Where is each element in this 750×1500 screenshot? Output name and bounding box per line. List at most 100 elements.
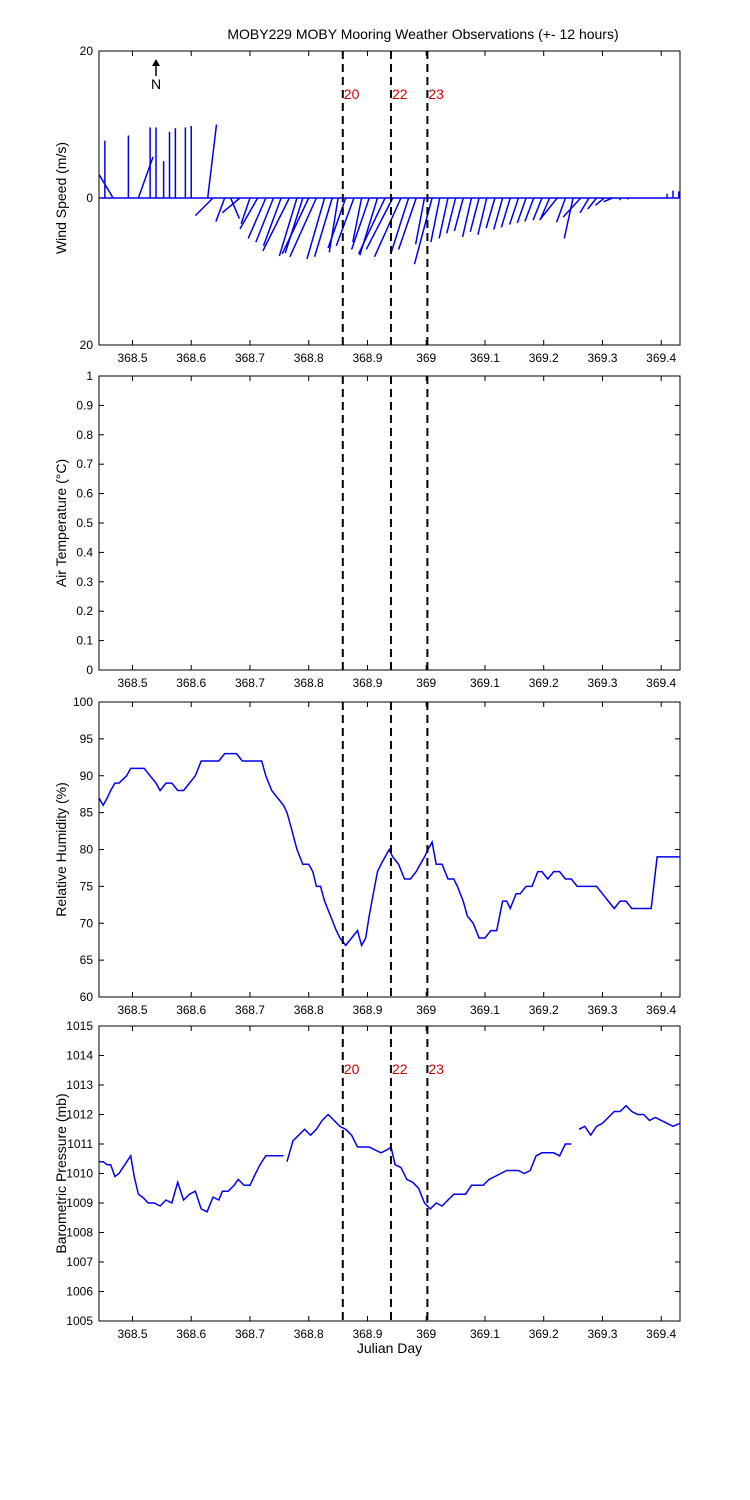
wind-stick	[306, 197, 326, 260]
event-marker-label: 23	[428, 86, 444, 102]
y-tick-label: 60	[80, 990, 94, 1004]
wind-stick	[206, 124, 218, 199]
x-tick-label: 368.7	[235, 1327, 265, 1341]
y-tick-label: 1010	[66, 1167, 93, 1181]
x-tick-label: 368.6	[176, 1003, 206, 1017]
x-axis-label-group: Julian Day	[357, 1340, 422, 1356]
x-tick-label: 368.9	[352, 351, 382, 365]
wind-stick	[397, 197, 417, 250]
wind-stick	[430, 197, 441, 243]
panels: 368.5 368.6 368.7 368.8 368.9 369 369.1 369.2 36…	[53, 44, 681, 1341]
y-tick-label: 1007	[66, 1255, 93, 1269]
y-tick-label: 0.7	[76, 457, 93, 471]
wind-stick	[485, 197, 496, 229]
wind-stick	[524, 197, 535, 222]
wind-stick	[516, 197, 527, 224]
x-tick-label: 368.5	[117, 676, 147, 690]
x-tick-label: 369.3	[587, 1327, 617, 1341]
panel-4: 368.5 368.6 368.7 368.8 368.9 369 369.1 369.2 36…	[53, 1019, 681, 1341]
series-line	[99, 1153, 284, 1213]
x-tick-label: 368.6	[176, 1327, 206, 1341]
axes-frame	[98, 375, 681, 671]
event-marker-label: 22	[392, 86, 408, 102]
wind-stick	[255, 197, 275, 243]
x-tick-label: 368.5	[117, 351, 147, 365]
x-tick-label: 369	[416, 351, 436, 365]
wind-stick	[532, 197, 543, 221]
wind-stick	[469, 197, 480, 232]
x-tick-label: 369.2	[529, 676, 559, 690]
y-axis-label: Air Temperature (°C)	[53, 459, 69, 587]
y-tick-label: 1014	[66, 1049, 93, 1063]
wind-stick	[446, 197, 457, 234]
series-group	[99, 752, 680, 948]
wind-stick	[563, 197, 574, 239]
y-tick-label: 1011	[67, 1137, 93, 1151]
y-tick-label: 1013	[66, 1078, 93, 1092]
x-tick-label: 369.3	[587, 351, 617, 365]
y-tick-label: 1005	[66, 1314, 93, 1328]
wind-stick	[278, 197, 298, 257]
figure-title: MOBY229 MOBY Mooring Weather Observation…	[227, 26, 618, 42]
panel-2: 368.5 368.6 368.7 368.8 368.9 369 369.1 369.2 36…	[53, 369, 681, 690]
x-tick-label: 369.1	[470, 1003, 500, 1017]
wind-stick	[587, 197, 598, 210]
x-tick-label: 368.7	[235, 351, 265, 365]
north-arrow-label: N	[151, 76, 161, 92]
wind-stick	[215, 197, 226, 222]
wind-stick	[262, 197, 291, 252]
series-line	[99, 752, 680, 948]
x-tick-label: 369.1	[470, 1327, 500, 1341]
north-arrow-head	[152, 59, 160, 66]
x-tick-label: 369	[416, 1327, 436, 1341]
wind-stick	[414, 197, 426, 245]
y-tick-label: 70	[80, 916, 94, 930]
wind-stick	[313, 197, 333, 258]
x-tick-label: 369.2	[529, 351, 559, 365]
wind-stick	[327, 197, 347, 249]
wind-stick	[99, 173, 114, 199]
event-marker-label: 22	[392, 1061, 408, 1077]
wind-stick	[335, 197, 355, 247]
y-tick-label: 1008	[66, 1226, 93, 1240]
panel-1: 368.5 368.6 368.7 368.8 368.9 369 369.1 369.2 36…	[53, 44, 681, 365]
y-tick-label: 100	[73, 695, 93, 709]
wind-stick	[352, 197, 363, 243]
wind-stick	[603, 197, 613, 203]
north-arrow-icon: N	[151, 59, 161, 92]
wind-stick	[453, 197, 464, 232]
y-tick-label: 0	[86, 663, 93, 677]
y-tick-label: 20	[80, 44, 94, 58]
wind-stick	[508, 197, 520, 225]
wind-stick	[373, 197, 402, 258]
wind-stick	[247, 197, 267, 239]
y-tick-label: 0.3	[76, 575, 93, 589]
series-line	[578, 1104, 680, 1137]
panel-3: 368.5 368.6 368.7 368.8 368.9 369 369.1 369.2 36…	[53, 695, 681, 1017]
x-tick-label: 368.5	[117, 1327, 147, 1341]
wind-stick	[540, 197, 551, 219]
wind-stick	[390, 197, 410, 254]
wind-stick	[289, 197, 318, 258]
wind-stick	[493, 197, 504, 230]
series-group	[99, 1104, 680, 1213]
wind-stick	[240, 197, 251, 224]
y-tick-label: 0.1	[76, 634, 93, 648]
x-tick-label: 369	[416, 676, 436, 690]
x-tick-label: 368.9	[352, 1327, 382, 1341]
y-tick-label: 1015	[66, 1019, 93, 1033]
wind-stick	[562, 197, 582, 218]
y-tick-label: 20	[80, 338, 94, 352]
y-tick-label: 80	[80, 843, 94, 857]
y-tick-label: 0.9	[76, 398, 93, 412]
wind-stick	[461, 197, 473, 238]
wind-stick	[262, 197, 282, 247]
x-tick-label: 369.4	[646, 676, 676, 690]
series-line	[286, 1113, 572, 1210]
x-tick-label: 369.4	[646, 1003, 676, 1017]
x-tick-label: 368.7	[235, 676, 265, 690]
wind-stick	[438, 197, 449, 239]
y-axis-label: Relative Humidity (%)	[53, 782, 69, 917]
x-tick-label: 369.2	[529, 1327, 559, 1341]
y-tick-label: 0	[86, 191, 93, 205]
